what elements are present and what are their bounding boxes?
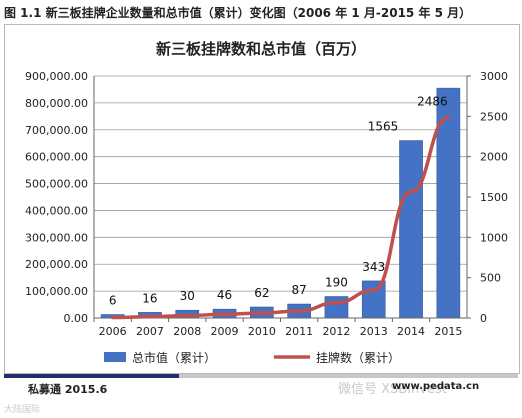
figure-caption: 图 1.1 新三板挂牌企业数量和总市值（累计）变化图（2006 年 1 月-20…	[4, 6, 472, 20]
data-label: 190	[325, 275, 348, 289]
footer-site: www.pedata.cn	[392, 381, 480, 392]
y-left-tick-label: 500,000.00	[25, 178, 88, 191]
footer-divider	[4, 374, 518, 378]
footer-source: 私募通 2015.6	[28, 383, 108, 396]
x-tick-label: 2013	[360, 325, 388, 338]
y-right-tick-label: 500	[480, 272, 501, 285]
y-left-tick-label: 600,000.00	[25, 151, 88, 164]
y-left-tick-label: 200,000.00	[25, 258, 88, 271]
bar	[361, 280, 386, 319]
data-label: 2486	[417, 94, 448, 108]
y-left-tick-label: 800,000.00	[25, 97, 88, 110]
line-series	[110, 115, 451, 320]
y-left-tick-label: 400,000.00	[25, 204, 88, 217]
x-tick-label: 2006	[99, 325, 127, 338]
y-right-tick-label: 0	[480, 312, 487, 325]
data-label: 16	[142, 291, 157, 305]
legend-label-bar: 总市值（累计）	[132, 350, 216, 365]
y-right-tick-label: 1500	[480, 191, 508, 204]
legend-label-line: 挂牌数（累计）	[316, 350, 400, 365]
x-tick-label: 2008	[173, 325, 201, 338]
y-left-tick-label: 300,000.00	[25, 231, 88, 244]
axes: 0.00 100,000.00 200,000.00 300,000.00 400,00…	[25, 70, 508, 338]
data-label: 1565	[368, 120, 399, 134]
y-left-tick-label: 0.00	[64, 312, 89, 325]
data-label: 46	[217, 288, 232, 302]
x-tick-label: 2014	[397, 325, 425, 338]
x-tick-label: 2009	[211, 325, 239, 338]
x-tick-label: 2012	[322, 325, 350, 338]
bar	[399, 140, 423, 319]
data-label: 6	[109, 294, 117, 308]
bar	[324, 296, 349, 319]
data-label: 87	[292, 283, 307, 297]
watermark-secondary: 大陆国际	[4, 405, 41, 415]
y-right-tick-label: 3000	[480, 70, 508, 83]
data-label: 62	[254, 286, 269, 300]
chart-title: 新三板挂牌数和总市值（百万）	[156, 40, 366, 58]
y-left-tick-label: 100,000.00	[25, 285, 88, 298]
data-label: 30	[180, 289, 195, 303]
y-left-tick-label: 700,000.00	[25, 124, 88, 137]
legend-swatch-bar	[104, 352, 126, 362]
x-tick-label: 2010	[248, 325, 276, 338]
y-right-tick-label: 1000	[480, 231, 508, 244]
data-labels: 6 16 30 46 62 87 190 343 1565 2486	[109, 94, 448, 307]
x-tick-label: 2011	[285, 325, 313, 338]
chart: 0.00 100,000.00 200,000.00 300,000.00 400,00…	[25, 40, 508, 365]
line-series-path	[110, 115, 451, 320]
bar-series	[100, 87, 461, 319]
y-right-tick-label: 2000	[480, 151, 508, 164]
legend: 总市值（累计） 挂牌数（累计）	[104, 350, 400, 365]
x-tick-label: 2007	[136, 325, 164, 338]
data-label: 343	[362, 260, 385, 274]
x-tick-label: 2015	[434, 325, 462, 338]
y-left-tick-label: 900,000.00	[25, 70, 88, 83]
y-right-tick-label: 2500	[480, 110, 508, 123]
watermark: 微信号 XSBInvest	[338, 382, 447, 397]
